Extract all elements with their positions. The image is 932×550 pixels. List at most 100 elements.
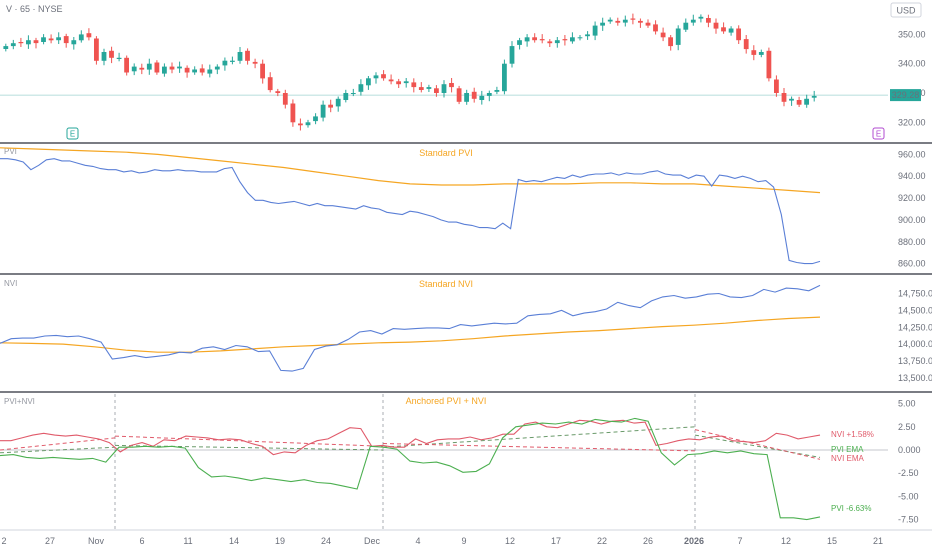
candle-body <box>403 81 409 84</box>
time-axis[interactable]: 2 27 Nov 6 11 14 19 24 Dec 4 9 12 17 22 26 2026 7 12 15 21 <box>1 536 883 546</box>
candle-body <box>222 60 228 66</box>
pvi-ema-segment <box>0 446 116 454</box>
candle-body <box>237 52 243 61</box>
candle-body <box>313 116 318 122</box>
ema-lines <box>0 426 821 460</box>
candle-body <box>33 40 39 44</box>
earnings-marker-2[interactable] <box>872 127 885 140</box>
candle-body <box>71 40 77 45</box>
anchored-tick-1: 2.50 <box>898 422 916 432</box>
nvi-axis: 14,750.00 14,500.00 14,250.00 14,000.00 13,7… <box>898 289 932 383</box>
candle-body <box>592 25 598 36</box>
currency-button-frame[interactable] <box>890 2 922 18</box>
nvi-ema-segment <box>382 443 696 452</box>
candle-body <box>418 87 424 90</box>
candle-body <box>713 22 719 29</box>
nvi-tick-0: 14,750.00 <box>898 289 932 299</box>
anchored-nvi-line <box>0 419 821 456</box>
nvi-tick-1: 14,500.00 <box>898 305 932 315</box>
candle-body <box>10 43 16 47</box>
anchored-tick-3: -2.50 <box>898 468 919 478</box>
candle-body <box>464 93 469 102</box>
candle-body <box>638 20 643 23</box>
pvi-ema-segment <box>114 444 384 451</box>
candle-body <box>547 41 553 44</box>
nvi-series-label: NVI +1.58% <box>831 430 874 439</box>
anchored-pane-title: Anchored PVI + NVI <box>406 396 487 406</box>
anchored-pvi-line <box>0 417 821 521</box>
candle-body <box>305 122 311 126</box>
candle-body <box>426 87 432 89</box>
candle-body <box>706 18 711 23</box>
candle-body <box>358 84 364 92</box>
candle-body <box>116 57 122 59</box>
candle-body <box>124 57 129 73</box>
nvi-tick-2: 14,250.00 <box>898 322 932 332</box>
candle-body <box>373 75 379 79</box>
candle-body <box>517 40 522 45</box>
nvi-pane[interactable]: NVI Standard NVI 14,750.00 14,500.00 14,25… <box>0 279 932 383</box>
candle-body <box>539 39 545 41</box>
candle-body <box>184 67 190 73</box>
nvi-ema-segment <box>694 429 821 460</box>
candle-body <box>479 95 485 100</box>
candle-body <box>396 81 401 85</box>
nvi-indicator-label: NVI <box>4 279 17 288</box>
candle-body <box>282 93 288 105</box>
currency-button[interactable]: USD <box>896 6 916 16</box>
candle-body <box>615 20 621 23</box>
time-tick-16: 7 <box>737 536 742 546</box>
time-tick-6: 19 <box>275 536 285 546</box>
last-price-tag <box>890 89 921 102</box>
pvi-tick-4: 880.00 <box>898 237 926 247</box>
candle-body <box>502 63 507 92</box>
price-tick-0: 320.00 <box>898 117 926 127</box>
candle-body <box>675 28 681 45</box>
anchored-pane[interactable]: PVI+NVI Anchored PVI + NVI 5.00 2.50 0.000… <box>0 394 921 530</box>
pvi-series-label: PVI -6.63% <box>831 504 871 513</box>
anchored-tick-4: -5.00 <box>898 491 919 501</box>
candle-body <box>290 103 296 123</box>
candle-body <box>630 18 636 20</box>
candle-body <box>653 24 658 32</box>
anchored-tick-0: 5.00 <box>898 399 916 409</box>
earnings-marker-2-label: E <box>876 130 881 139</box>
nvi-ema-segment <box>0 437 116 451</box>
candle-body <box>388 79 394 82</box>
candle-body <box>162 66 167 74</box>
pvi-indicator-label: PVI <box>4 147 17 156</box>
nvi-average-line <box>0 316 821 353</box>
candle-body <box>381 74 386 79</box>
candle-body <box>350 93 356 94</box>
candle-body <box>94 38 99 61</box>
candle-body <box>131 66 137 72</box>
candle-body <box>343 93 349 100</box>
time-tick-1: 27 <box>45 536 55 546</box>
time-tick-0: 2 <box>1 536 6 546</box>
pvi-tick-3: 900.00 <box>898 215 926 225</box>
nvi-ema-label: NVI EMA <box>831 454 865 463</box>
candle-body <box>260 63 265 79</box>
candle-body <box>811 95 817 98</box>
anchored-tick-2: 0.000 <box>898 445 921 455</box>
candle-body <box>109 50 114 58</box>
candle-body <box>683 22 689 30</box>
candle-body <box>26 40 31 45</box>
candle-body <box>146 63 152 70</box>
candle-body <box>78 34 84 41</box>
time-tick-14: 26 <box>643 536 653 546</box>
time-tick-12: 17 <box>551 536 561 546</box>
time-tick-18: 15 <box>827 536 837 546</box>
pvi-axis: 960.00 940.00 920.00 900.00 880.00 860.00 <box>898 149 926 268</box>
candle-body <box>411 82 417 88</box>
candle-body <box>607 19 613 22</box>
pvi-tick-0: 960.00 <box>898 149 926 159</box>
time-tick-19: 21 <box>873 536 883 546</box>
pvi-pane[interactable]: PVI Standard PVI 960.00 940.00 920.00 900.0… <box>0 147 926 269</box>
candle-body <box>56 37 61 41</box>
candle-body <box>660 32 666 38</box>
earnings-marker-1[interactable] <box>66 127 79 140</box>
candle-body <box>554 40 560 44</box>
